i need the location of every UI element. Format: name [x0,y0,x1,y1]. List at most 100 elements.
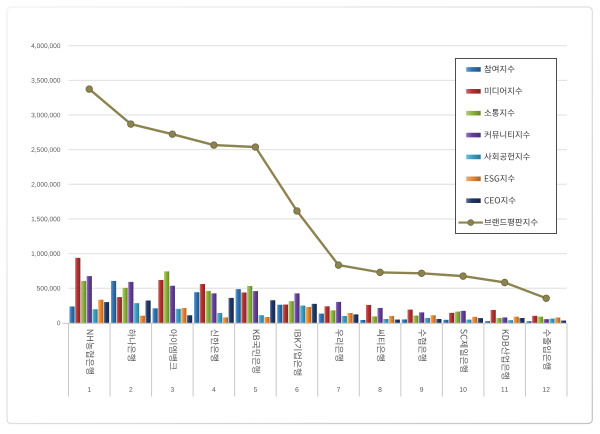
rank-label-7 [336,387,341,392]
rank-label-12 [542,387,550,392]
bar-esg-index-6 [305,306,312,323]
bar-communication-index-4 [205,290,211,323]
rank-label-1 [87,387,91,392]
y-axis-label-3000000-glyphs [31,112,61,119]
legend-marker-sample [467,219,475,226]
y-axis-label-0 [57,320,61,326]
rank-label-8 [378,387,382,392]
bar-social-contribution-index-6 [300,305,306,323]
y-axis-label-4000000-glyphs [31,43,61,49]
category-label-6-glyphs [293,329,302,376]
bar-esg-index-9 [430,315,436,323]
bar-esg-index-12 [555,317,561,323]
legend-item-media-index [466,87,523,95]
category-label-11-glyphs [501,329,510,379]
y-axis-label-500000-glyphs [36,285,61,292]
category-label-2 [127,329,136,361]
bar-participation-index-3 [152,308,158,323]
category-label-7 [335,329,344,361]
category-label-7-glyphs [335,329,344,361]
bar-ceo-index-8 [394,319,400,323]
bar-participation-index-11 [484,321,491,323]
bar-communication-index-11 [496,317,502,323]
bar-community-index-12 [543,319,549,323]
y-axis-label-2000000 [31,181,61,188]
rank-label-3 [170,387,174,392]
bar-communication-index-6 [288,301,294,323]
y-axis-label-1000000 [31,251,61,257]
bar-community-index-8 [377,307,383,323]
legend-label-communication-index-glyphs [484,108,515,117]
legend-item-social-contribution-index [466,152,530,161]
bar-ceo-index-10 [477,318,483,323]
category-label-12-glyphs [543,329,552,370]
rank-label-4-glyphs [212,387,216,392]
category-label-3 [169,329,178,370]
bar-media-index-8 [365,304,372,323]
y-axis-label-2000000-glyphs [31,181,61,188]
bar-media-index-12 [532,315,538,323]
legend-label-social-contribution-index-glyphs [484,152,530,161]
reputation-marker-9 [417,269,426,277]
bar-social-contribution-index-11 [507,320,514,323]
legend-item-participation-index [466,65,515,73]
bar-esg-index-11 [513,316,519,323]
rank-label-1-glyphs [87,387,91,392]
bar-communication-index-1 [80,280,87,323]
bar-community-index-4 [211,293,217,323]
bar-media-index-9 [407,309,413,323]
bar-social-contribution-index-3 [175,308,181,323]
bar-communication-index-9 [413,315,419,323]
legend-item-esg-index [466,174,515,183]
y-axis-label-2500000-glyphs [31,147,61,153]
legend-item-communication-index [466,108,515,117]
bar-communication-index-10 [454,311,460,323]
bar-community-index-7 [335,301,342,323]
bar-social-contribution-index-9 [424,317,430,323]
bar-ceo-index-2 [145,300,151,323]
legend-box [455,58,557,234]
legend-swatch-media-index [466,89,481,94]
bar-social-contribution-index-7 [341,315,347,323]
bar-esg-index-10 [472,316,478,323]
rank-label-3-glyphs [170,387,174,392]
category-label-8-glyphs [376,329,385,361]
bar-community-index-6 [294,293,300,323]
legend-label-communication-index [484,108,515,117]
bar-participation-index-2 [110,280,117,323]
bar-social-contribution-index-5 [258,315,264,323]
legend-item-brand-reputation-index [458,218,538,226]
reputation-line-series [85,85,550,302]
bar-media-index-3 [158,280,164,323]
y-axis-label-4000000 [31,43,61,49]
bar-communication-index-8 [371,316,377,323]
bar-esg-index-4 [222,317,228,323]
bar-ceo-index-1 [103,302,110,323]
reputation-marker-6 [293,207,301,215]
bar-esg-index-2 [139,315,145,323]
y-axis-label-1000000-glyphs [31,251,61,257]
rank-label-10 [459,387,467,392]
bar-participation-index-12 [526,321,532,323]
rank-label-11-glyphs [501,387,509,392]
bar-social-contribution-index-12 [549,318,555,323]
rank-label-5 [253,387,258,392]
bar-media-index-1 [75,257,81,323]
reputation-marker-3 [168,130,177,138]
bar-media-index-5 [241,292,247,323]
bar-media-index-4 [199,284,205,323]
category-label-5 [252,329,261,373]
bar-social-contribution-index-8 [383,319,389,323]
bar-esg-index-1 [98,299,104,323]
bar-social-contribution-index-10 [466,319,472,323]
bar-ceo-index-7 [353,314,359,323]
rank-label-11 [501,387,509,392]
bar-community-index-1 [86,276,92,323]
category-label-4-glyphs [210,329,219,361]
legend-swatch-participation-index [466,67,481,72]
category-label-3-glyphs [169,329,178,370]
legend-label-social-contribution-index [484,152,530,161]
reputation-marker-2 [127,120,135,128]
legend-swatch-social-contribution-index [466,154,481,160]
